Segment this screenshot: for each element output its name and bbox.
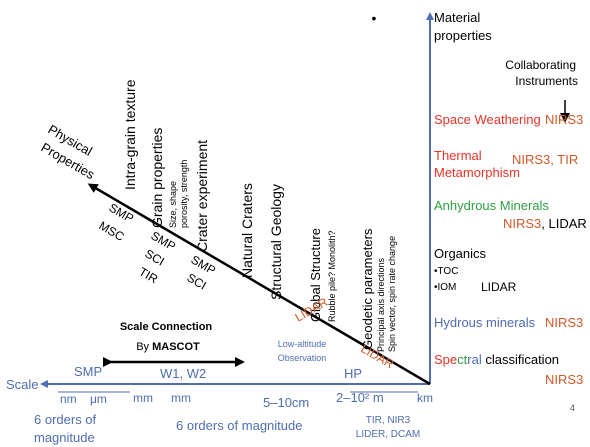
scale-5-10cm: 5–10cm	[263, 395, 309, 410]
geodetic-sub-2: Spin vector, spin rate change	[387, 236, 397, 352]
low-altitude-2: Observation	[278, 353, 327, 363]
material-properties-title-2: properties	[434, 28, 492, 43]
spectral-instrument: NIRS3	[545, 372, 583, 387]
scale-2-100m: 2–10² m	[336, 390, 384, 405]
orders-1-line2: magnitude	[34, 430, 95, 445]
inst-msc: MSC	[97, 218, 127, 244]
spectral-label: Spectral classification	[434, 352, 559, 367]
structural-geology-label: Structural Geology	[268, 184, 284, 300]
orders-2: 6 orders of magnitude	[176, 418, 302, 433]
orders-1-line1: 6 orders of	[34, 412, 97, 427]
material-properties-title-1: Material	[434, 10, 480, 25]
organics-label: Organics	[434, 246, 487, 261]
grain-properties-label: Grain properties	[149, 128, 165, 228]
scale-hp: HP	[344, 366, 362, 381]
spectral-part-b: ct	[457, 352, 468, 367]
toc-label: •TOC	[434, 266, 458, 277]
geodetic-sub-1: Principal axis directions	[376, 257, 386, 352]
iom-label: •IOM	[434, 282, 456, 293]
by-prefix: By	[136, 341, 152, 353]
scale-title: Scale	[6, 377, 39, 392]
scale-nm: nm	[60, 392, 77, 406]
natural-craters-label: Natural Craters	[239, 183, 255, 278]
spectral-part-d: classification	[482, 352, 559, 367]
scale-connection-line2: By MASCOT	[136, 341, 200, 353]
page-number: 4	[570, 403, 575, 413]
thermal-label-2: Metamorphism	[434, 165, 520, 180]
anhydrous-label: Anhydrous Minerals	[434, 198, 549, 213]
spectral-part-c: ral	[467, 352, 482, 367]
intra-grain-label: Intra-grain texture	[122, 79, 138, 190]
scale-instruments-1: TIR, NIR3	[366, 415, 411, 426]
scale-smp: SMP	[74, 364, 102, 379]
hydrous-label: Hydrous minerals	[434, 315, 536, 330]
grain-sub-2: porosity, strength	[179, 160, 189, 228]
global-structure-label: Global Structure	[308, 228, 323, 322]
hydrous-instrument: NIRS3	[545, 315, 583, 330]
grain-sub-1: Size, shape	[168, 181, 178, 228]
organics-instrument: LIDAR	[481, 280, 517, 294]
global-sub: Rubble pile? Monolith?	[327, 230, 337, 322]
collaborating-instruments-2: Instruments	[515, 74, 578, 88]
scale-connection-line1: Scale Connection	[120, 321, 213, 333]
collaborating-instruments-1: Collaborating	[505, 58, 576, 72]
geodetic-label: Geodetic parameters	[360, 228, 375, 350]
crater-experiment-label: Crater experiment	[194, 140, 210, 252]
space-weathering-instrument: NIRS3	[545, 112, 583, 127]
mascot-label: MASCOT	[152, 341, 200, 353]
anhydrous-inst-lidar: , LIDAR	[541, 216, 587, 231]
space-weathering-label: Space Weathering	[434, 112, 541, 127]
anhydrous-instrument: NIRS3, LIDAR	[503, 216, 587, 231]
physical-properties-axis	[87, 183, 431, 386]
thermal-instrument: NIRS3, TIR	[512, 152, 578, 167]
scale-um: μm	[90, 392, 107, 406]
anhydrous-inst-nirs3: NIRS3	[503, 216, 541, 231]
scale-km: km	[417, 391, 433, 405]
top-dot: •	[372, 10, 377, 26]
scale-mm-2: mm	[171, 391, 191, 405]
scale-instruments-2: LIDER, DCAM	[356, 429, 420, 440]
scale-mm-1: mm	[133, 391, 153, 405]
inst-tir: TIR	[137, 264, 161, 286]
low-altitude-1: Low-altitude	[278, 339, 327, 349]
scale-w1w2: W1, W2	[160, 366, 206, 381]
spectral-part-a: Spe	[434, 352, 457, 367]
thermal-label-1: Thermal	[434, 148, 482, 163]
